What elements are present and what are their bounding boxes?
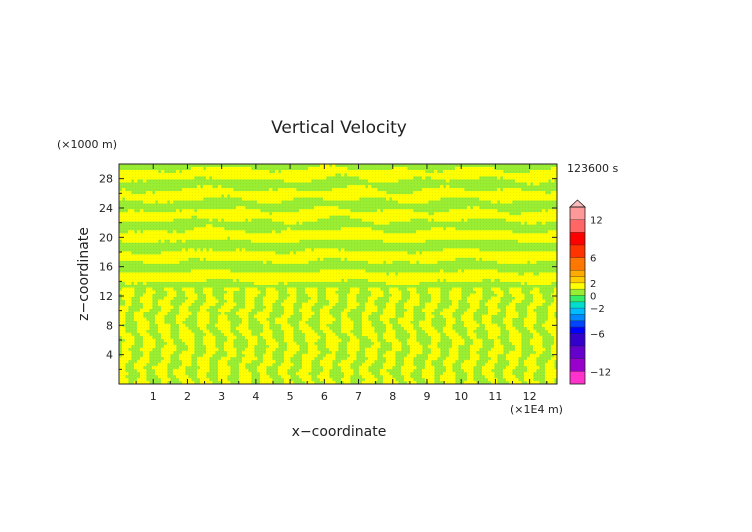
x-axis-label: x−coordinate	[292, 424, 387, 440]
y-axis-unit: (×1000 m)	[57, 138, 117, 151]
time-label: 123600 s	[567, 162, 618, 175]
x-axis-unit: (×1E4 m)	[510, 403, 563, 416]
y-axis-label: z−coordinate	[76, 227, 92, 321]
chart-title: Vertical Velocity	[271, 118, 407, 138]
